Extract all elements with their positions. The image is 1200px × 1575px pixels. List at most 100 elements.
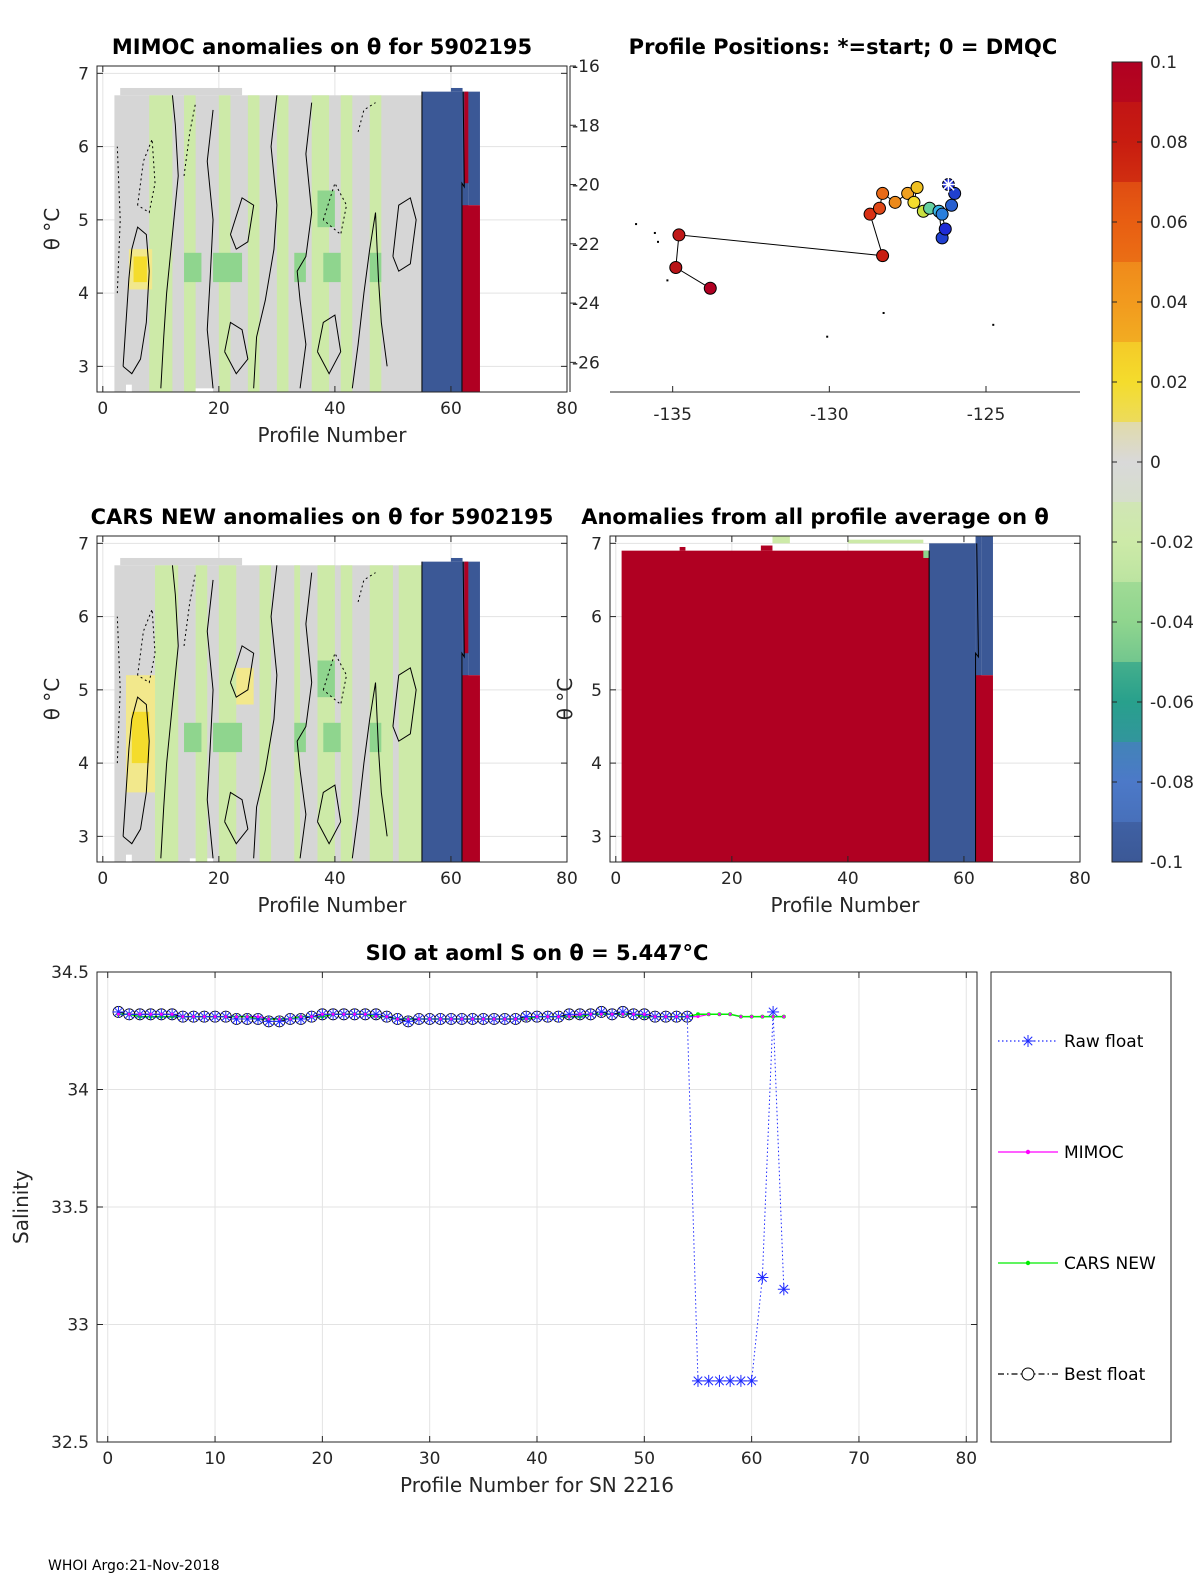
negative-anomaly-core bbox=[184, 252, 202, 283]
negative-anomaly-band bbox=[311, 95, 330, 392]
island-dot bbox=[635, 223, 638, 226]
mimoc-point bbox=[514, 1017, 518, 1021]
negative-anomaly-core bbox=[294, 722, 306, 753]
profile-position-marker bbox=[672, 228, 686, 242]
contour-line bbox=[122, 696, 150, 845]
x-tick-label: 0 bbox=[102, 1449, 113, 1469]
colorbar-tick-label: 0.02 bbox=[1150, 373, 1188, 393]
mimoc-point bbox=[288, 1017, 292, 1021]
x-tick-label: 60 bbox=[953, 869, 975, 889]
mimoc-point bbox=[299, 1015, 303, 1019]
contour-line bbox=[206, 109, 214, 389]
mimoc-point bbox=[127, 1012, 131, 1016]
mimoc-point bbox=[310, 1015, 314, 1019]
negative-anomaly-band bbox=[218, 95, 231, 392]
y-tick-label: -24 bbox=[572, 294, 600, 314]
start-star-marker bbox=[942, 178, 955, 191]
positive-anomaly-cell bbox=[723, 858, 729, 862]
x-tick-label: -130 bbox=[810, 405, 849, 425]
legend-box bbox=[990, 971, 1172, 1443]
x-tick-label: 20 bbox=[208, 399, 230, 419]
mimoc-point bbox=[256, 1015, 260, 1019]
raw-float-marker bbox=[242, 1014, 252, 1024]
mimoc-point bbox=[492, 1017, 496, 1021]
profile-position-marker bbox=[888, 195, 902, 209]
raw-float-marker bbox=[264, 1016, 274, 1026]
y-tick-label: 4 bbox=[591, 754, 602, 774]
mimoc-point bbox=[621, 1012, 625, 1016]
mimoc-point bbox=[556, 1015, 560, 1019]
raw-float-marker bbox=[113, 1007, 124, 1017]
raw-float-marker bbox=[704, 1376, 714, 1386]
mimoc-point bbox=[578, 1012, 582, 1016]
negative-anomaly-band bbox=[340, 565, 353, 862]
y-tick-label: 5 bbox=[591, 681, 602, 701]
profile-position-marker bbox=[910, 181, 924, 195]
legend-marker bbox=[1025, 1260, 1031, 1266]
mimoc-point bbox=[589, 1012, 593, 1016]
negative-contour bbox=[357, 572, 376, 603]
contour-line bbox=[351, 682, 388, 859]
positive-anomaly-halo bbox=[236, 667, 254, 705]
near-zero-anomaly-cell bbox=[120, 557, 243, 566]
legend-marker bbox=[1023, 1036, 1033, 1046]
mimoc-point bbox=[535, 1015, 539, 1019]
blank-cell bbox=[189, 388, 214, 392]
mimoc-point bbox=[395, 1017, 399, 1021]
island-dot bbox=[653, 231, 656, 234]
legend-label: Raw float bbox=[1064, 1032, 1144, 1052]
negative-anomaly-cell bbox=[772, 536, 790, 544]
x-tick-label: 80 bbox=[955, 1449, 977, 1469]
mimoc-point bbox=[374, 1015, 378, 1019]
mimoc-point bbox=[632, 1012, 636, 1016]
colorbar-tick-label: -0.06 bbox=[1150, 693, 1194, 713]
panel-title: Profile Positions: *=start; 0 = DMQC bbox=[629, 35, 1058, 59]
footer-text: WHOI Argo:21-Nov-2018 bbox=[48, 1558, 220, 1574]
y-tick-label: 3 bbox=[591, 827, 602, 847]
x-tick-label: 20 bbox=[312, 1449, 334, 1469]
x-tick-label: 50 bbox=[633, 1449, 655, 1469]
y-tick-label: 4 bbox=[78, 754, 89, 774]
x-axis-label: Profile Number bbox=[258, 893, 408, 917]
y-axis-label: θ °C bbox=[553, 678, 577, 721]
contour-line bbox=[296, 102, 313, 389]
profile-position-marker bbox=[938, 222, 952, 236]
y-tick-label: -26 bbox=[572, 353, 600, 373]
raw-float-marker bbox=[596, 1007, 606, 1017]
cars-new-point bbox=[695, 1012, 700, 1017]
mimoc-point bbox=[696, 1015, 700, 1019]
y-tick-label: 33.5 bbox=[51, 1198, 89, 1218]
positive-anomaly-blob bbox=[133, 256, 147, 283]
y-tick-label: 32.5 bbox=[51, 1433, 89, 1453]
y-tick-label: 4 bbox=[78, 284, 89, 304]
legend-marker bbox=[1021, 1367, 1035, 1381]
negative-anomaly-band bbox=[218, 565, 237, 862]
mimoc-point bbox=[449, 1017, 453, 1021]
y-tick-label: 7 bbox=[78, 64, 89, 84]
mimoc-point bbox=[277, 1017, 281, 1021]
legend-marker bbox=[1025, 1149, 1031, 1155]
profile-position-marker bbox=[669, 261, 683, 275]
negative-anomaly-band bbox=[195, 565, 208, 862]
contour-line bbox=[206, 579, 214, 859]
x-tick-label: 20 bbox=[208, 869, 230, 889]
colorbar-tick-label: 0 bbox=[1150, 453, 1161, 473]
negative-anomaly-block bbox=[450, 87, 463, 92]
y-tick-label: 3 bbox=[78, 357, 89, 377]
y-tick-label: 5 bbox=[78, 211, 89, 231]
mimoc-point bbox=[653, 1015, 657, 1019]
negative-anomaly-band bbox=[149, 95, 173, 392]
negative-contour bbox=[322, 181, 348, 236]
raw-float-marker bbox=[371, 1009, 381, 1019]
raw-float-marker bbox=[768, 1007, 778, 1017]
positive-anomaly-block bbox=[462, 205, 480, 392]
contour-line bbox=[224, 791, 249, 845]
profile-position-marker bbox=[945, 198, 959, 212]
negative-anomaly-band bbox=[369, 95, 382, 392]
contour-line bbox=[229, 197, 255, 250]
raw-float-marker bbox=[757, 1272, 767, 1283]
positive-anomaly-block bbox=[462, 675, 480, 862]
island-dot bbox=[882, 311, 885, 314]
heatmap-layer bbox=[621, 536, 993, 862]
